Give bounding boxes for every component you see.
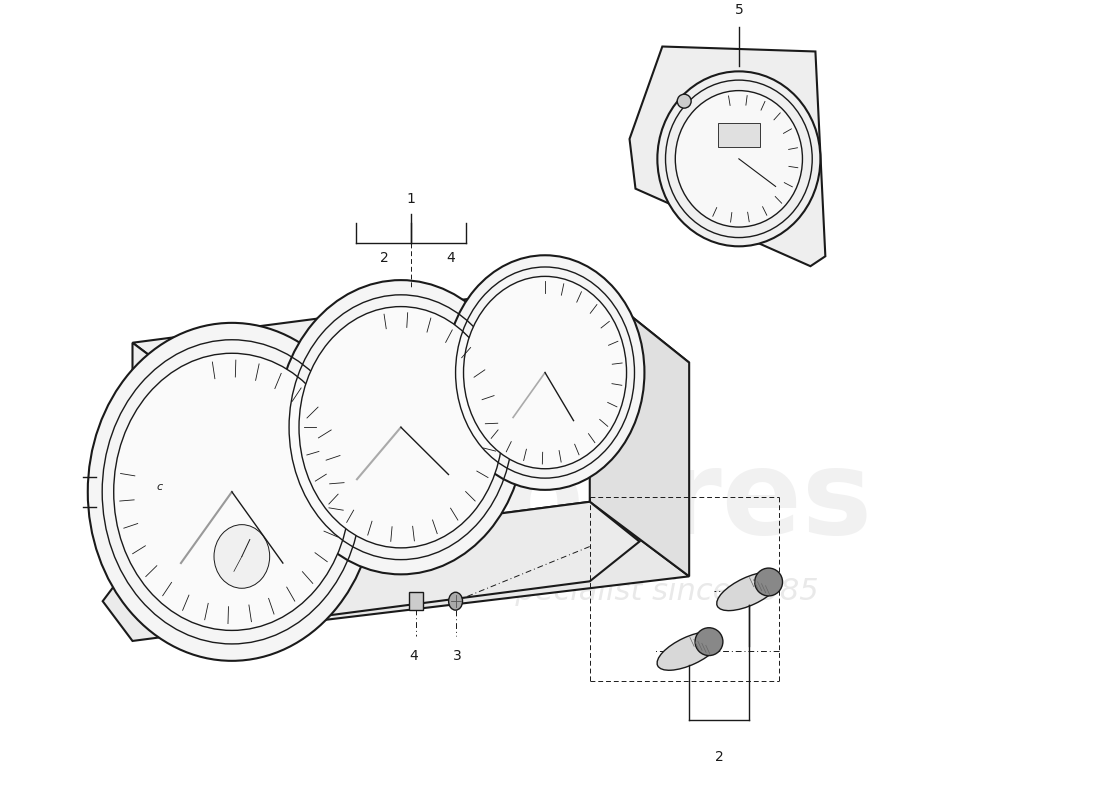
Text: 4: 4 [409,649,418,663]
Text: 3: 3 [453,649,462,663]
Text: c: c [157,482,163,492]
Ellipse shape [717,572,781,610]
Polygon shape [102,502,639,641]
Text: 2: 2 [715,750,724,764]
Ellipse shape [214,525,270,588]
Ellipse shape [446,255,645,490]
Ellipse shape [675,90,802,227]
Ellipse shape [88,323,376,661]
Polygon shape [132,342,232,631]
Text: 5: 5 [735,2,744,17]
Polygon shape [590,283,690,576]
Text: a Porsche specialist since 1985: a Porsche specialist since 1985 [341,577,818,606]
Ellipse shape [658,71,821,246]
Text: 2: 2 [379,251,388,266]
Ellipse shape [276,280,525,574]
Polygon shape [629,46,825,266]
Polygon shape [132,283,690,418]
Ellipse shape [695,628,723,655]
Polygon shape [132,502,690,631]
Ellipse shape [678,94,691,108]
Text: 1: 1 [406,191,416,206]
Ellipse shape [449,592,462,610]
Ellipse shape [113,354,350,630]
FancyBboxPatch shape [409,592,422,610]
Ellipse shape [657,631,722,670]
FancyBboxPatch shape [718,123,760,147]
Ellipse shape [755,568,782,596]
Text: eurospares: eurospares [128,444,873,559]
Ellipse shape [463,276,627,469]
Text: 4: 4 [447,251,455,266]
Ellipse shape [299,306,503,548]
